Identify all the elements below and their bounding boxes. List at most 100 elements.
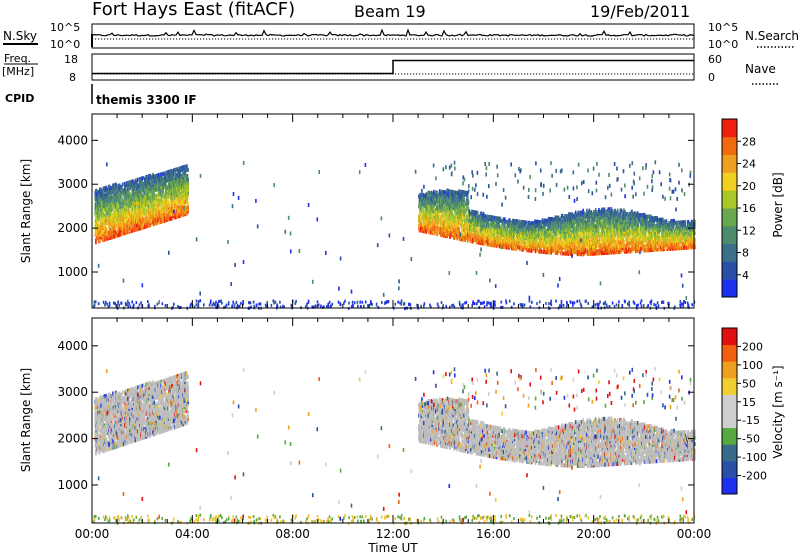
power-cell: [460, 233, 463, 238]
power-cell: [125, 230, 128, 235]
power-cell: [447, 212, 450, 217]
power-cell: [167, 197, 170, 202]
power-cell: [431, 227, 434, 232]
power-cell: [106, 211, 108, 216]
power-cell: [139, 176, 142, 181]
power-cell: [478, 215, 480, 219]
power-cell: [116, 229, 119, 234]
power-cell: [453, 190, 456, 195]
power-cell: [477, 210, 479, 215]
power-cell: [142, 213, 144, 218]
power-cell: [171, 208, 174, 213]
power-cell: [440, 189, 443, 194]
power-cell: [474, 220, 477, 225]
power-cell: [466, 202, 468, 207]
power-cell: [420, 196, 422, 201]
power-cell: [515, 246, 518, 251]
power-cell: [420, 193, 423, 198]
power-cell: [517, 229, 519, 234]
power-cell: [436, 204, 438, 209]
power-cell: [473, 224, 476, 229]
power-cell: [429, 208, 431, 213]
power-cell: [437, 210, 440, 215]
power-cell: [487, 218, 490, 223]
power-cell: [179, 213, 182, 218]
power-cell: [152, 174, 155, 179]
power-cell: [421, 213, 423, 217]
power-cell: [97, 210, 99, 215]
power-cell: [147, 192, 150, 197]
power-cell: [116, 186, 119, 191]
power-cell: [464, 190, 467, 195]
nsearch-tick-bottom: 10^0: [708, 38, 738, 51]
power-cell: [454, 208, 457, 213]
power-cell: [114, 230, 117, 235]
power-cell: [105, 215, 107, 220]
power-cell: [528, 248, 530, 253]
power-cell: [142, 193, 144, 198]
power-cell: [550, 230, 552, 235]
power-cell: [159, 206, 161, 211]
power-cell: [471, 209, 473, 214]
power-cell: [132, 218, 134, 223]
power-cell: [131, 228, 134, 233]
power-cell: [132, 222, 134, 227]
power-cell: [121, 210, 124, 215]
power-cell: [477, 226, 479, 231]
power-cell: [467, 218, 470, 223]
power-cell: [450, 231, 453, 236]
power-cell: [454, 226, 457, 231]
power-cell: [443, 233, 446, 238]
power-cell: [467, 204, 469, 209]
power-cell: [111, 213, 113, 218]
power-cell: [172, 172, 175, 177]
power-cell: [130, 225, 133, 230]
power-cell: [168, 211, 171, 216]
power-cell: [481, 213, 483, 218]
power-cell: [472, 221, 474, 226]
power-cell: [111, 235, 113, 240]
power-cell: [184, 200, 187, 205]
power-cell: [442, 205, 445, 210]
power-cell: [144, 207, 146, 212]
power-cell: [574, 210, 577, 215]
power-cell: [433, 225, 435, 230]
power-cell: [487, 222, 490, 227]
power-cell: [141, 176, 144, 181]
power-cell: [97, 204, 100, 208]
power-cell: [153, 192, 156, 197]
power-cell: [523, 220, 525, 225]
power-cell: [501, 219, 504, 224]
noise-strip: N.Sky 10^5 10^0 10^5 10^0 N.Search: [3, 21, 799, 51]
power-cell: [101, 188, 103, 193]
beam-label: Beam 19: [354, 2, 426, 21]
freq-unit-label: [MHz]: [2, 65, 34, 78]
power-cell: [152, 186, 154, 191]
power-cell: [150, 215, 152, 219]
power-cell: [473, 229, 475, 234]
power-cell: [161, 174, 163, 179]
power-cell: [117, 189, 120, 194]
power-cell: [152, 180, 155, 185]
power-cell: [475, 214, 477, 219]
power-cell: [455, 208, 458, 213]
power-cell: [470, 227, 472, 232]
power-cell: [139, 181, 141, 185]
power-cell: [104, 223, 107, 228]
power-cell: [115, 220, 118, 224]
power-cell: [504, 231, 506, 236]
power-cell: [495, 216, 497, 221]
power-cell: [458, 213, 460, 217]
power-cell: [462, 233, 464, 238]
power-cell: [134, 220, 137, 224]
power-cell: [438, 202, 440, 207]
power-cell: [174, 181, 176, 186]
power-cell: [436, 190, 438, 195]
power-cell: [150, 219, 152, 223]
power-cell: [156, 185, 158, 190]
power-cell: [473, 216, 476, 221]
power-cell: [478, 240, 480, 245]
power-cell: [144, 224, 146, 229]
power-cell: [172, 192, 174, 197]
